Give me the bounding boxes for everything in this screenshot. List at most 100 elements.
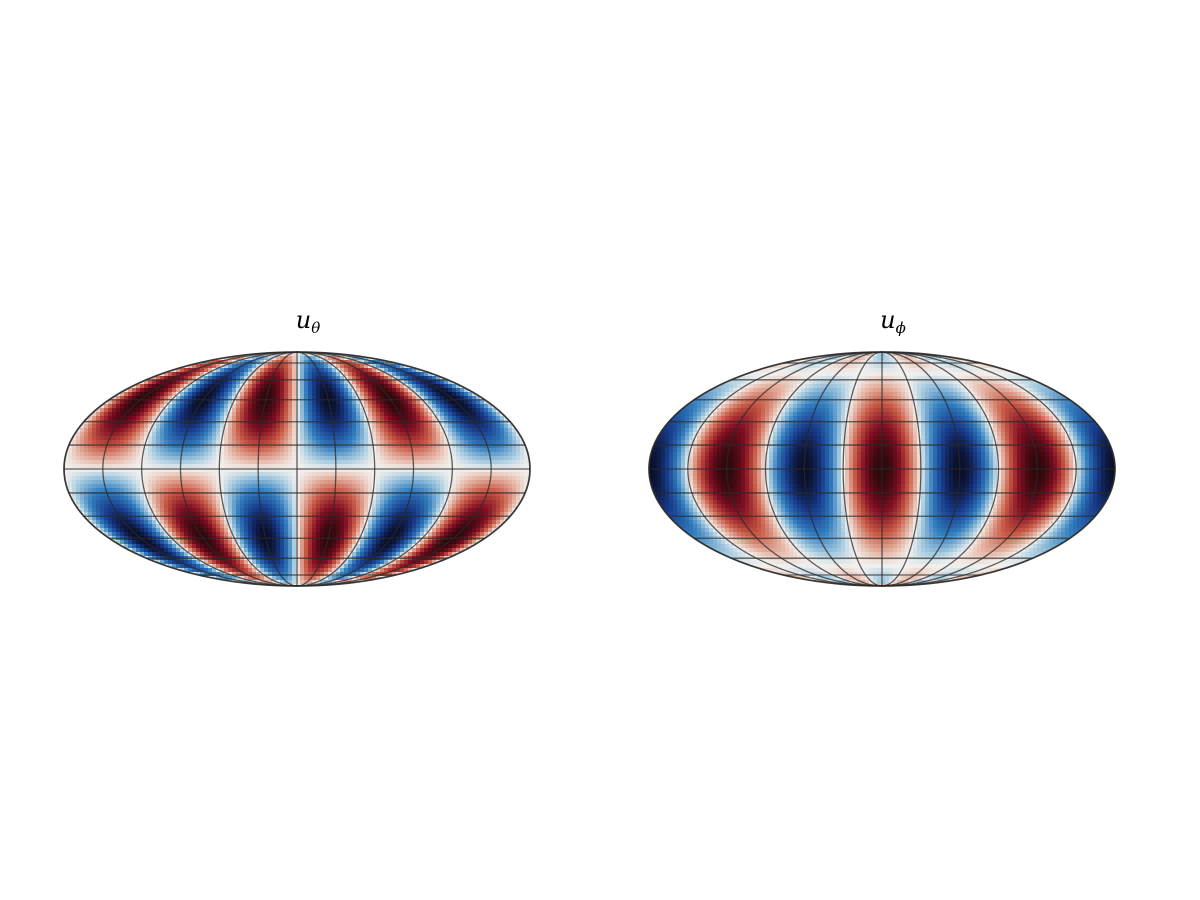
field-cell (164, 472, 169, 477)
field-cell (324, 464, 329, 469)
field-cell (112, 452, 117, 457)
field-cell (100, 476, 105, 481)
field-cell (392, 444, 397, 449)
field-cell (320, 404, 325, 409)
field-cell (488, 464, 493, 469)
field-cell (256, 500, 261, 505)
field-cell (432, 432, 437, 437)
field-cell (384, 436, 389, 441)
field-cell (208, 352, 213, 357)
field-cell (468, 492, 473, 497)
field-cell (308, 468, 313, 473)
field-cell (516, 484, 521, 489)
field-cell (112, 456, 117, 461)
field-cell (288, 444, 293, 449)
field-cell (284, 436, 289, 441)
field-cell (272, 508, 277, 513)
field-cell (172, 448, 177, 453)
field-cell (404, 356, 409, 361)
field-cell (156, 516, 161, 521)
field-cell (160, 436, 165, 441)
field-cell (144, 352, 149, 357)
field-cell (144, 356, 149, 361)
field-cell (192, 432, 197, 437)
field-cell (484, 424, 489, 429)
field-cell (252, 440, 257, 445)
field-cell (116, 360, 121, 365)
field-cell (444, 412, 449, 417)
field-cell (192, 376, 197, 381)
field-cell (288, 416, 293, 421)
field-cell (388, 464, 393, 469)
field-cell (496, 384, 501, 389)
field-cell (392, 428, 397, 433)
field-cell (180, 472, 185, 477)
field-cell (504, 492, 509, 497)
field-cell (92, 388, 97, 393)
field-cell (172, 484, 177, 489)
field-cell (368, 440, 373, 445)
field-cell (256, 388, 261, 393)
field-cell (176, 504, 181, 509)
field-cell (520, 352, 525, 357)
field-cell (128, 376, 133, 381)
field-cell (168, 416, 173, 421)
field-cell (184, 456, 189, 461)
field-cell (416, 456, 421, 461)
field-cell (248, 460, 253, 465)
field-cell (88, 400, 93, 405)
field-cell (492, 400, 497, 405)
field-cell (132, 424, 137, 429)
field-cell (280, 456, 285, 461)
field-cell (468, 428, 473, 433)
field-cell (368, 392, 373, 397)
field-cell (440, 460, 445, 465)
field-cell (68, 480, 73, 485)
field-cell (232, 460, 237, 465)
field-cell (400, 364, 405, 369)
field-cell (352, 360, 357, 365)
field-cell (368, 452, 373, 457)
field-cell (176, 500, 181, 505)
field-cell (236, 472, 241, 477)
field-cell (120, 480, 125, 485)
field-cell (244, 452, 249, 457)
field-cell (200, 368, 205, 373)
field-cell (512, 480, 517, 485)
field-cell (308, 360, 313, 365)
field-cell (424, 376, 429, 381)
field-cell (388, 504, 393, 509)
field-cell (100, 516, 105, 521)
field-cell (256, 440, 261, 445)
field-cell (464, 488, 469, 493)
field-cell (512, 440, 517, 445)
field-cell (252, 480, 257, 485)
field-cell (140, 368, 145, 373)
field-cell (368, 484, 373, 489)
field-cell (100, 384, 105, 389)
field-cell (380, 352, 385, 357)
field-cell (524, 360, 529, 365)
field-cell (244, 508, 249, 513)
field-cell (320, 432, 325, 437)
field-cell (292, 500, 297, 505)
field-cell (64, 384, 69, 389)
field-cell (468, 408, 473, 413)
field-cell (292, 436, 297, 441)
field-cell (368, 404, 373, 409)
field-cell (220, 484, 225, 489)
field-cell (392, 516, 397, 521)
field-cell (168, 404, 173, 409)
field-cell (156, 380, 161, 385)
field-cell (204, 352, 209, 357)
field-cell (244, 416, 249, 421)
field-cell (440, 516, 445, 521)
field-cell (232, 388, 237, 393)
field-cell (508, 464, 513, 469)
field-cell (260, 504, 265, 509)
field-cell (92, 508, 97, 513)
field-cell (268, 500, 273, 505)
field-cell (128, 380, 133, 385)
field-cell (520, 468, 525, 473)
field-cell (280, 464, 285, 469)
